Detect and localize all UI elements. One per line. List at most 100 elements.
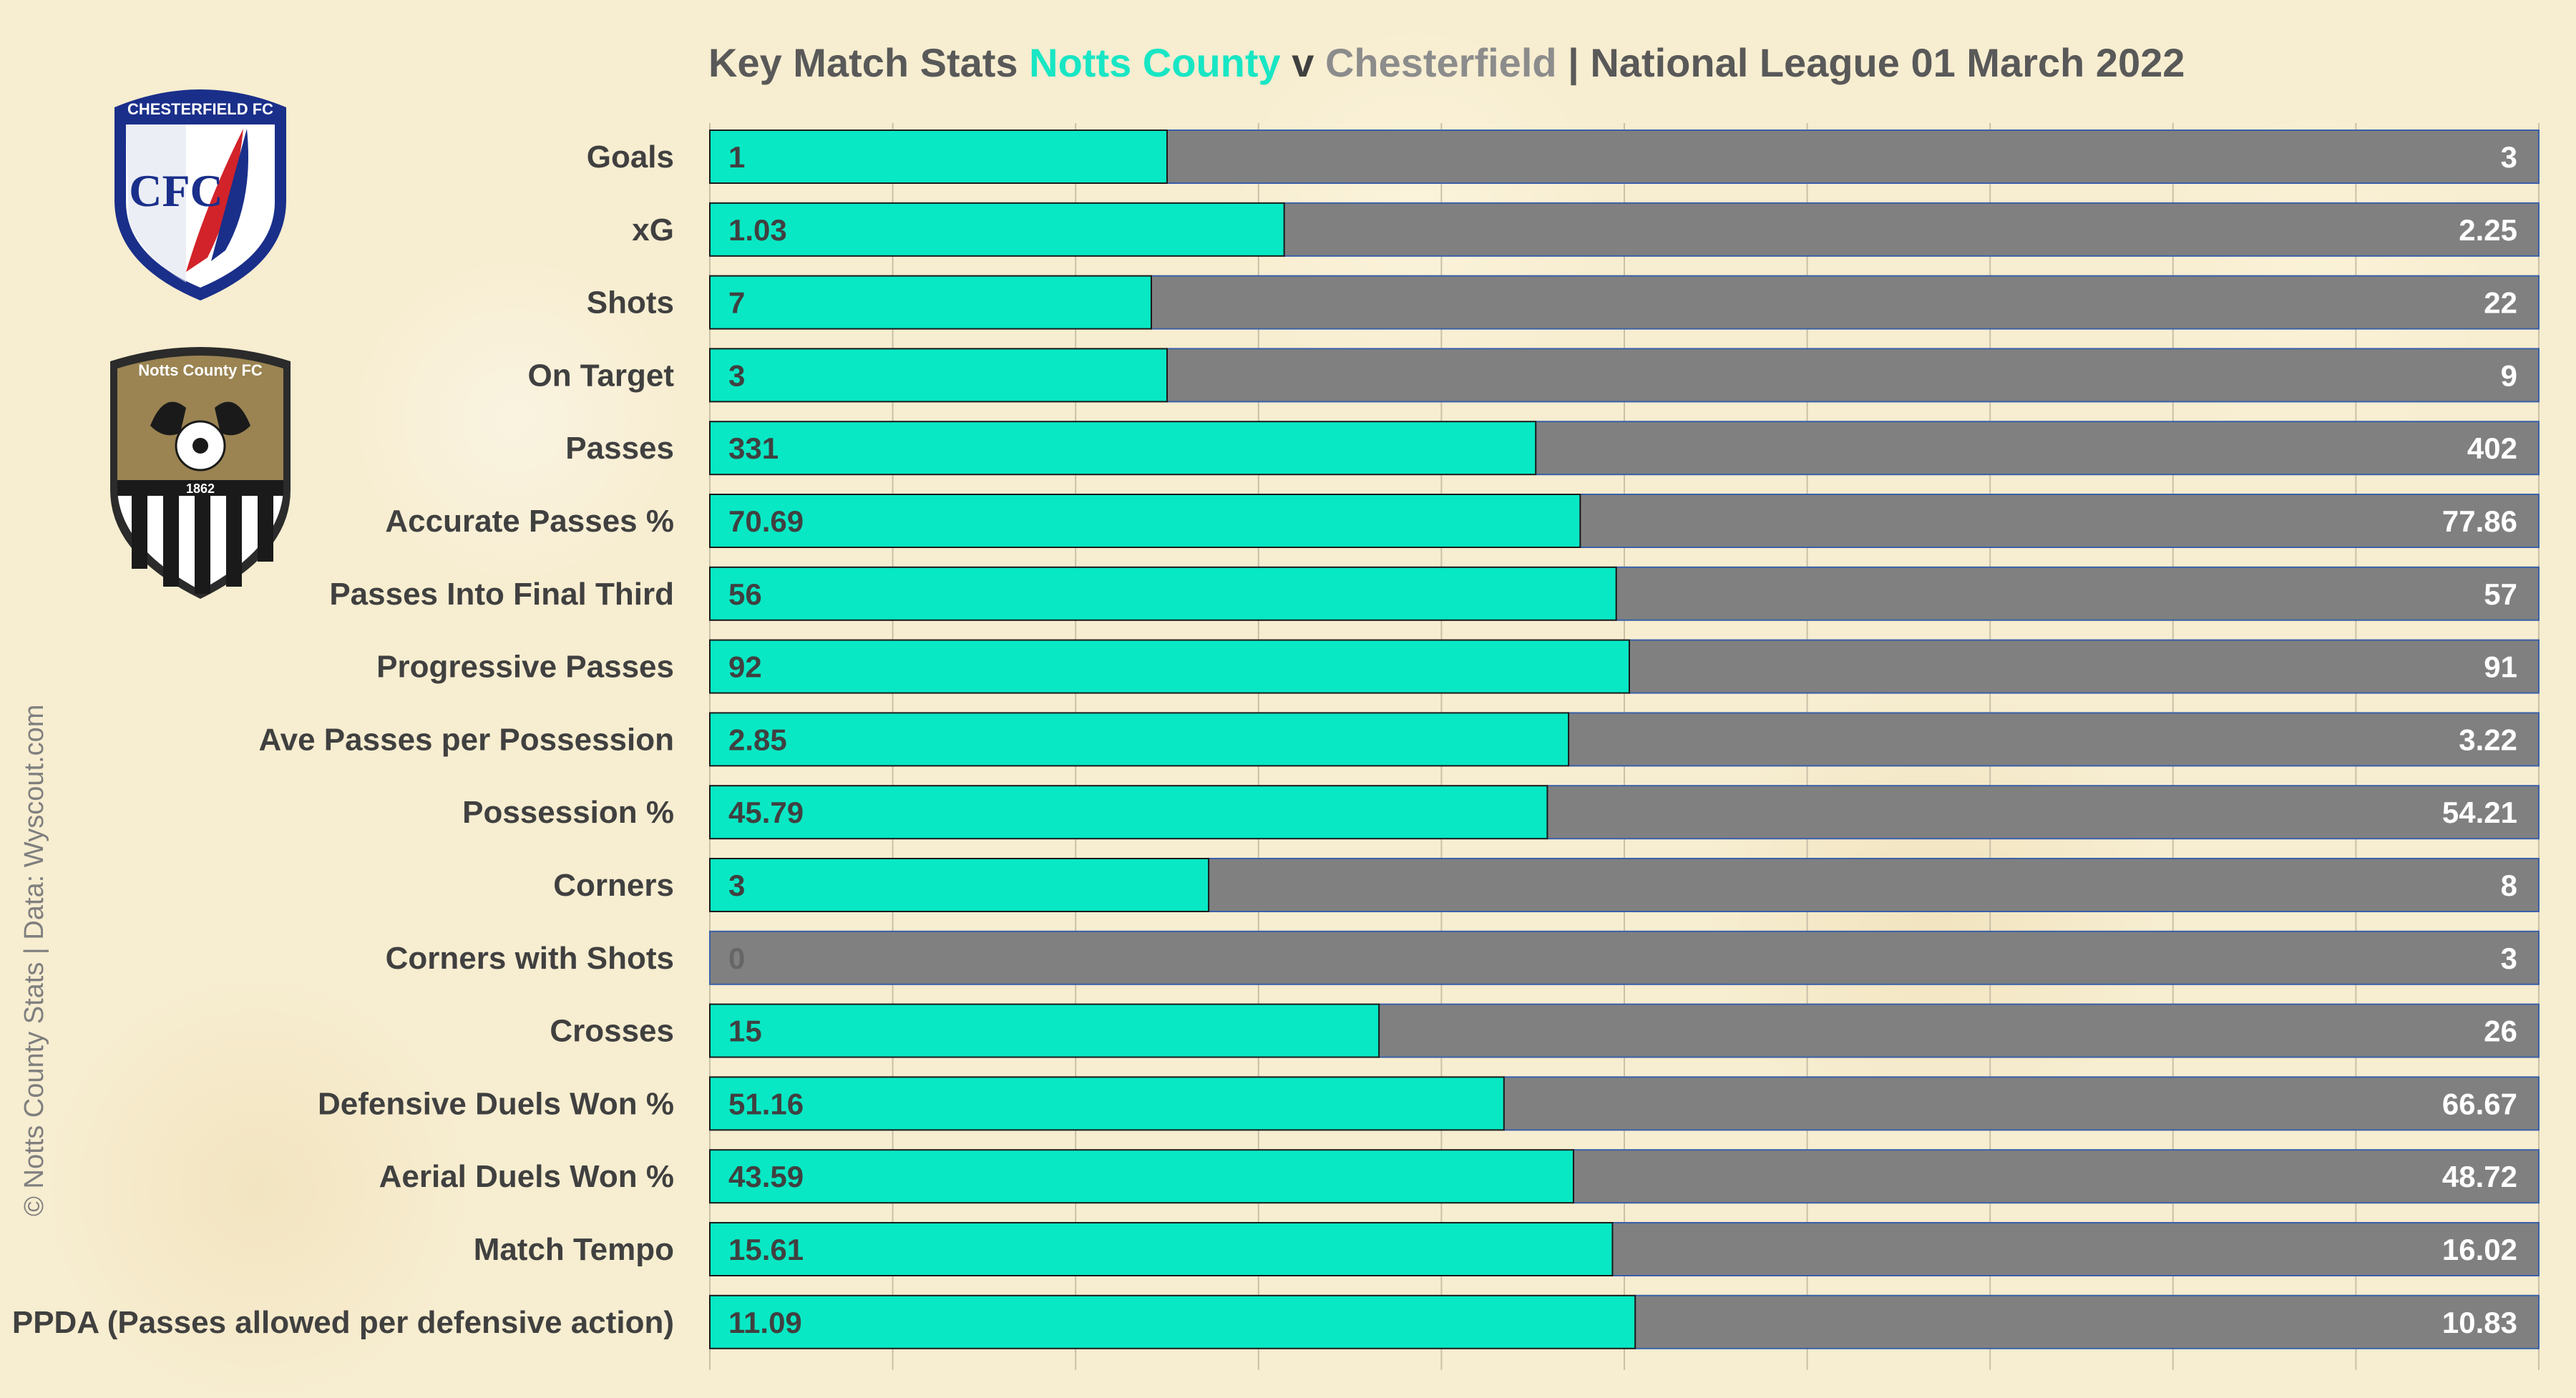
notts-magpie-left bbox=[150, 401, 186, 436]
bar-chesterfield bbox=[1283, 202, 2540, 257]
bar-chesterfield bbox=[1572, 1149, 2540, 1204]
bar-chesterfield bbox=[1166, 129, 2540, 184]
value-label-notts-county: 331 bbox=[728, 431, 779, 465]
bar-chesterfield bbox=[1579, 494, 2540, 548]
value-label-notts-county: 56 bbox=[728, 577, 762, 611]
value-label-notts-county: 0 bbox=[728, 942, 745, 975]
value-label-notts-county: 7 bbox=[728, 286, 745, 320]
bar-notts-county bbox=[709, 712, 1570, 767]
bar-chesterfield bbox=[1208, 858, 2540, 912]
chesterfield-crest-icon: CHESTERFIELD FC CFC bbox=[114, 89, 286, 300]
category-label: Corners with Shots bbox=[386, 941, 674, 976]
value-label-notts-county: 1 bbox=[728, 140, 745, 174]
value-label-chesterfield: 16.02 bbox=[2442, 1233, 2517, 1266]
bar-chesterfield bbox=[1150, 275, 2540, 330]
value-label-notts-county: 2.85 bbox=[728, 723, 787, 756]
category-label: PPDA (Passes allowed per defensive actio… bbox=[12, 1305, 674, 1340]
category-label: Possession % bbox=[462, 795, 674, 830]
value-label-chesterfield: 3 bbox=[2501, 140, 2517, 174]
notts-county-crest-icon: 1862 Notts County FC bbox=[110, 347, 291, 599]
bar-notts-county bbox=[709, 421, 1537, 476]
category-label: Match Tempo bbox=[474, 1232, 674, 1267]
value-label-notts-county: 15 bbox=[728, 1015, 762, 1048]
value-label-chesterfield: 91 bbox=[2484, 650, 2517, 684]
category-label: Goals bbox=[587, 140, 674, 175]
category-label: Aerial Duels Won % bbox=[379, 1159, 674, 1194]
value-label-notts-county: 43.59 bbox=[728, 1160, 804, 1193]
category-label: Shots bbox=[587, 285, 674, 321]
bar-notts-county bbox=[709, 202, 1285, 257]
chart-title: Key Match Stats Notts County v Chesterfi… bbox=[708, 34, 2268, 92]
notts-crest-text: Notts County FC bbox=[138, 361, 263, 379]
bar-chesterfield bbox=[709, 930, 2540, 985]
bar-chesterfield bbox=[1634, 1294, 2540, 1349]
category-label: Crosses bbox=[550, 1014, 674, 1049]
category-label: xG bbox=[632, 212, 674, 248]
notts-crest-band bbox=[117, 480, 283, 496]
value-label-chesterfield: 3 bbox=[2501, 942, 2517, 975]
bar-notts-county bbox=[709, 785, 1548, 840]
notts-crest-stripes bbox=[132, 490, 273, 594]
notts-crest-year: 1862 bbox=[186, 482, 215, 496]
value-label-chesterfield: 48.72 bbox=[2442, 1160, 2517, 1193]
title-suffix: | National League 01 March 2022 bbox=[1568, 40, 2185, 85]
bar-notts-county bbox=[709, 1294, 1636, 1349]
notts-football-panel bbox=[192, 438, 208, 454]
category-label: Ave Passes per Possession bbox=[259, 722, 675, 757]
value-label-chesterfield: 54.21 bbox=[2442, 796, 2517, 829]
bar-notts-county bbox=[709, 1076, 1505, 1131]
notts-magpie-right bbox=[215, 401, 250, 436]
category-label: Passes Into Final Third bbox=[329, 577, 674, 612]
title-versus: v bbox=[1292, 40, 1314, 85]
bar-chesterfield bbox=[1535, 421, 2540, 476]
category-label: Progressive Passes bbox=[376, 650, 674, 685]
bar-notts-county bbox=[709, 129, 1168, 184]
value-label-chesterfield: 402 bbox=[2467, 431, 2517, 465]
category-label: Corners bbox=[553, 868, 674, 903]
bar-chesterfield bbox=[1378, 1003, 2540, 1058]
chesterfield-spire-blue bbox=[211, 129, 248, 261]
category-label: Defensive Duels Won % bbox=[318, 1086, 674, 1121]
value-label-notts-county: 3 bbox=[728, 869, 745, 902]
value-label-notts-county: 11.09 bbox=[728, 1306, 802, 1339]
value-label-notts-county: 1.03 bbox=[728, 213, 787, 247]
title-away-team: Chesterfield bbox=[1324, 40, 1557, 85]
category-label: Passes bbox=[565, 431, 674, 466]
bar-chesterfield bbox=[1503, 1076, 2540, 1131]
value-label-chesterfield: 57 bbox=[2484, 577, 2517, 611]
chesterfield-crest-text: CHESTERFIELD FC bbox=[127, 100, 273, 118]
value-label-chesterfield: 26 bbox=[2484, 1015, 2517, 1048]
bar-chesterfield bbox=[1611, 1222, 2540, 1276]
bar-notts-county bbox=[709, 639, 1630, 694]
title-home-team: Notts County bbox=[1029, 40, 1281, 85]
bar-notts-county bbox=[709, 1149, 1574, 1204]
bar-chesterfield bbox=[1628, 639, 2540, 694]
value-label-chesterfield: 77.86 bbox=[2442, 504, 2517, 538]
chesterfield-monogram: CFC bbox=[129, 165, 223, 216]
value-label-chesterfield: 66.67 bbox=[2442, 1087, 2517, 1120]
title-prefix: Key Match Stats bbox=[708, 40, 1018, 85]
bar-notts-county bbox=[709, 494, 1581, 548]
notts-crest-gold bbox=[117, 356, 283, 483]
chesterfield-crest-shade bbox=[126, 124, 186, 283]
value-label-chesterfield: 8 bbox=[2501, 869, 2517, 902]
value-label-notts-county: 15.61 bbox=[728, 1233, 804, 1266]
value-label-chesterfield: 10.83 bbox=[2442, 1306, 2517, 1339]
bar-chesterfield bbox=[1568, 712, 2540, 767]
value-label-chesterfield: 22 bbox=[2484, 286, 2517, 320]
bar-notts-county bbox=[709, 348, 1168, 403]
bar-notts-county bbox=[709, 858, 1210, 912]
value-label-notts-county: 70.69 bbox=[728, 504, 804, 538]
value-label-notts-county: 3 bbox=[728, 358, 745, 392]
value-label-chesterfield: 3.22 bbox=[2459, 723, 2517, 756]
value-label-notts-county: 45.79 bbox=[728, 796, 804, 829]
value-label-chesterfield: 2.25 bbox=[2459, 213, 2517, 247]
bar-chesterfield bbox=[1546, 785, 2540, 840]
value-label-notts-county: 51.16 bbox=[728, 1087, 804, 1120]
bars: 1 3 1.03 2.25 7 22 3 9 331 402 70.69 77.86 56 57 92 91 2… bbox=[709, 129, 2540, 1349]
bar-notts-county bbox=[709, 1003, 1380, 1058]
bar-chesterfield bbox=[1615, 566, 2540, 621]
bar-chesterfield bbox=[1166, 348, 2540, 403]
value-label-notts-county: 92 bbox=[728, 650, 762, 684]
